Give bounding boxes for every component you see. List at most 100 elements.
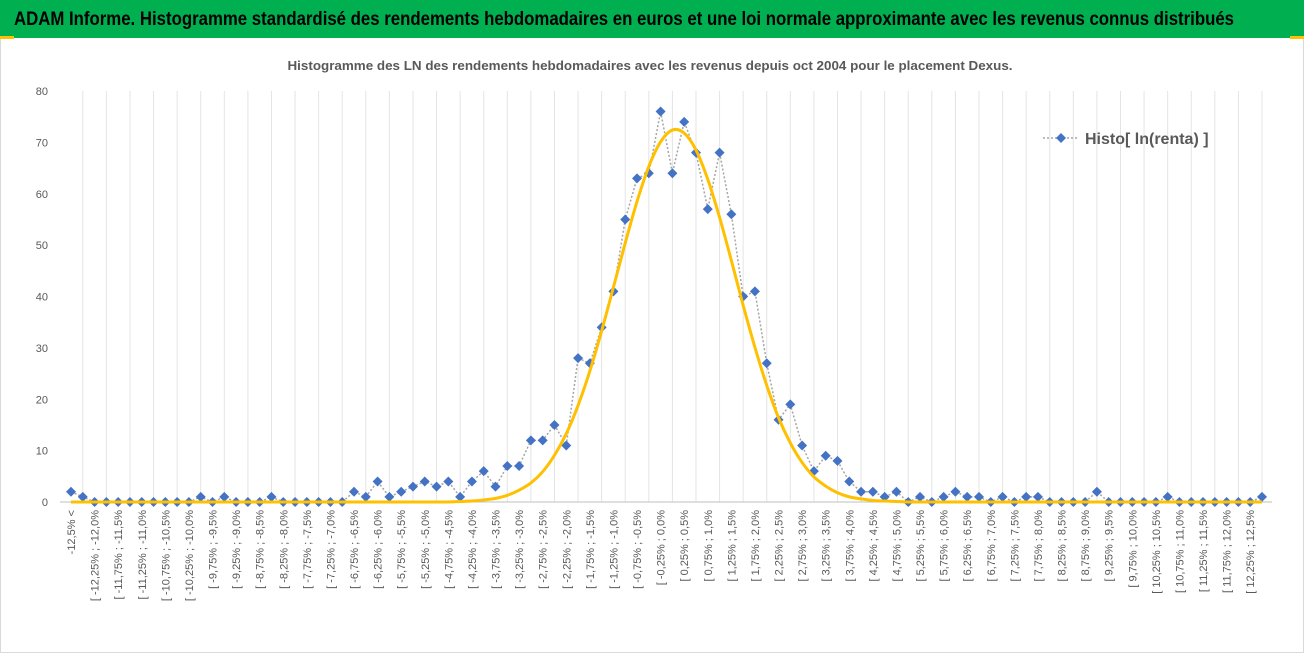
data-point	[372, 476, 383, 487]
data-point	[679, 116, 690, 127]
data-point	[349, 486, 360, 497]
x-tick-label: [ -4,25% ; -4,0%	[467, 510, 479, 589]
data-point	[561, 440, 572, 451]
x-tick-label: [ -11,25% ; -11,0%	[137, 510, 149, 600]
fit-curve	[71, 127, 1262, 504]
data-point	[950, 486, 961, 497]
data-point	[66, 486, 76, 497]
x-tick-label: [ 4,75% ; 5,0%	[891, 510, 903, 582]
x-tick-label: [ 7,75% ; 8,0%	[1033, 510, 1045, 582]
data-point	[797, 440, 808, 451]
data-point	[879, 491, 890, 502]
data-point	[1021, 491, 1032, 502]
data-point	[419, 476, 430, 487]
data-point	[443, 476, 454, 487]
x-tick-label: [ -0,25% ; 0,0%	[656, 510, 668, 585]
x-tick-label: [ 5,75% ; 6,0%	[939, 510, 951, 582]
x-tick-label: [ -10,75% ; -10,5%	[160, 510, 172, 601]
data-point	[867, 486, 878, 497]
data-point	[525, 435, 536, 446]
data-point	[360, 491, 371, 502]
x-tick-label: [ -7,25% ; -7,0%	[325, 510, 337, 589]
x-tick-label: [ -9,25% ; -9,0%	[231, 510, 243, 589]
data-point	[455, 491, 466, 502]
y-tick-label: 20	[36, 394, 48, 406]
x-tick-label: [ 0,25% ; 0,5%	[679, 510, 691, 582]
x-tick-label: [ 6,75% ; 7,0%	[986, 510, 998, 582]
x-tick-label: [ 9,25% ; 9,5%	[1104, 510, 1116, 582]
x-tick-label: [ -8,75% ; -8,5%	[255, 510, 267, 589]
corner	[0, 36, 14, 39]
data-point	[573, 353, 584, 364]
data-point	[490, 481, 501, 492]
x-tick-label: [ 0,75% ; 1,0%	[703, 510, 715, 582]
data-point	[938, 491, 949, 502]
x-tick-label: [ -5,25% ; -5,0%	[420, 510, 432, 589]
y-tick-label: 0	[42, 497, 48, 509]
x-tick-label: [ -3,75% ; -3,5%	[491, 510, 503, 589]
data-point	[514, 461, 525, 472]
x-tick-label: [ 10,25% ; 10,5%	[1151, 510, 1163, 594]
data-point	[502, 461, 513, 472]
data-point	[962, 491, 973, 502]
data-point	[714, 147, 725, 158]
y-tick-label: 30	[36, 343, 48, 355]
data-point	[195, 491, 206, 502]
x-tick-label: [ 1,75% ; 2,0%	[750, 510, 762, 582]
x-tick-label: [ 7,25% ; 7,5%	[1009, 510, 1021, 582]
data-point	[431, 481, 442, 492]
data-point	[1257, 491, 1267, 502]
x-tick-label: [ -6,25% ; -6,0%	[373, 510, 385, 589]
x-tick-label: [ 10,75% ; 11,0%	[1174, 510, 1186, 593]
x-tick-label: [ 2,25% ; 2,5%	[774, 510, 786, 582]
x-tick-label: [ 1,25% ; 1,5%	[726, 510, 738, 582]
x-tick-label: [ -0,75% ; -0,5%	[632, 510, 644, 589]
x-tick-label: [ 8,75% ; 9,0%	[1080, 510, 1092, 582]
data-point	[832, 455, 843, 466]
x-tick-label: [ -2,75% ; -2,5%	[538, 510, 550, 589]
x-tick-label: -12,5% <	[66, 510, 78, 554]
x-tick-label: [ 3,25% ; 3,5%	[821, 510, 833, 582]
x-tick-label: [ -4,75% ; -4,5%	[443, 510, 455, 589]
y-tick-label: 50	[36, 240, 48, 252]
data-point	[1162, 491, 1173, 502]
data-point	[844, 476, 855, 487]
chart-title: Histogramme des LN des rendements hebdom…	[288, 58, 1013, 73]
data-point	[761, 358, 772, 369]
x-tick-label: [ -1,75% ; -1,5%	[585, 510, 597, 589]
x-tick-label: [ 12,25% ; 12,5%	[1245, 510, 1257, 594]
data-point	[667, 168, 678, 179]
data-point	[396, 486, 407, 497]
data-point	[478, 466, 489, 477]
data-point	[702, 204, 713, 215]
x-tick-label: [ 8,25% ; 8,5%	[1057, 510, 1069, 582]
data-point	[1032, 491, 1043, 502]
data-point	[77, 491, 88, 502]
x-tick-label: [ -3,25% ; -3,0%	[514, 510, 526, 589]
x-tick-label: [ 11,25% ; 11,5%	[1198, 510, 1210, 592]
data-point	[726, 209, 737, 220]
data-point	[1091, 486, 1102, 497]
data-point	[891, 486, 902, 497]
data-point	[856, 486, 867, 497]
data-point	[407, 481, 418, 492]
header-bar	[0, 0, 1304, 38]
x-tick-label: [ 3,75% ; 4,0%	[844, 510, 856, 582]
x-tick-label: [ 2,75% ; 3,0%	[797, 510, 809, 582]
x-tick-label: [ -2,25% ; -2,0%	[561, 510, 573, 589]
data-point	[266, 491, 277, 502]
header-title: ADAM Informe. Histogramme standardisé de…	[14, 9, 1234, 30]
data-point	[466, 476, 477, 487]
x-tick-label: [ 6,25% ; 6,5%	[962, 510, 974, 582]
y-tick-label: 40	[36, 292, 48, 304]
x-tick-label: [ -10,25% ; -10,0%	[184, 510, 196, 601]
y-tick-label: 70	[36, 137, 48, 149]
legend-marker	[1056, 133, 1066, 143]
data-point	[997, 491, 1008, 502]
x-tick-label: [ -9,75% ; -9,5%	[208, 510, 220, 589]
corner	[1290, 36, 1304, 39]
x-tick-label: [ -8,25% ; -8,0%	[278, 510, 290, 589]
data-point	[915, 491, 926, 502]
